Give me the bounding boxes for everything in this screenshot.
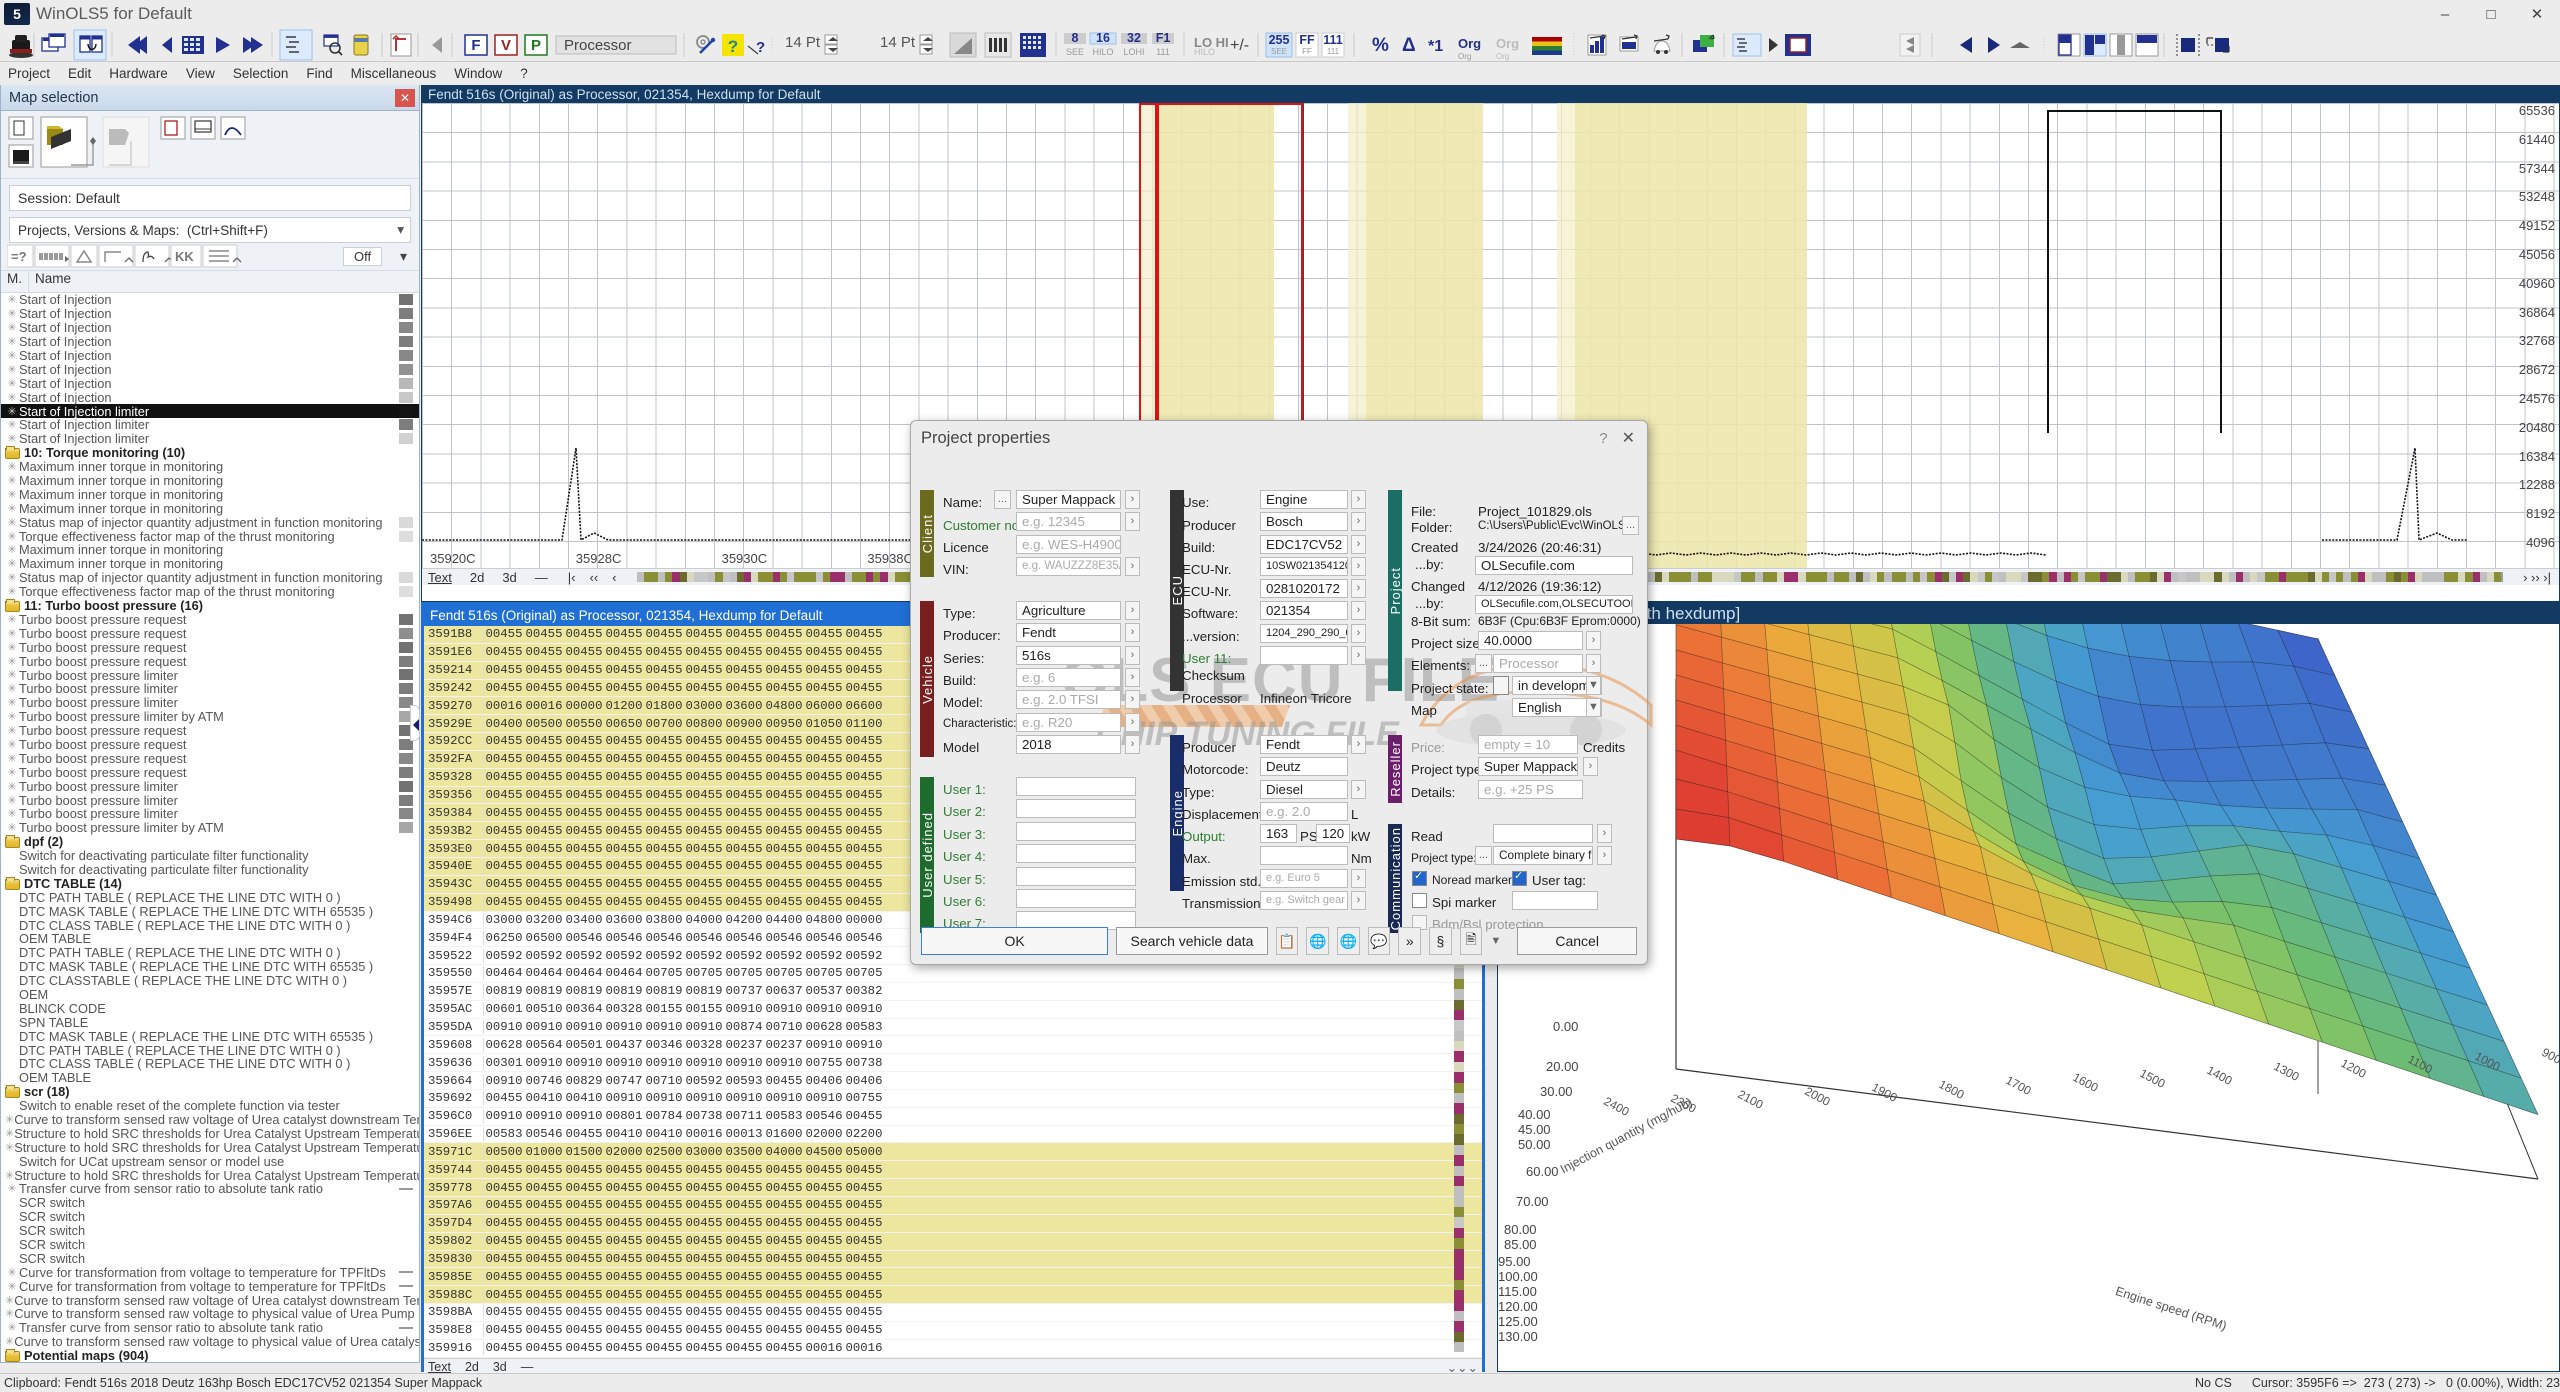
svg-text:+/-: +/-	[1230, 37, 1249, 54]
svg-text:FF: FF	[1299, 33, 1315, 47]
svg-text:Org: Org	[1458, 52, 1471, 61]
svg-text:8: 8	[1072, 31, 1079, 45]
svg-text:%: %	[1372, 35, 1389, 56]
svg-text:111: 111	[1323, 33, 1343, 47]
svg-text:16: 16	[1096, 31, 1110, 45]
svg-text:14 Pt: 14 Pt	[880, 34, 916, 51]
svg-text:LOHI: LOHI	[1123, 47, 1144, 57]
svg-text:Processor: Processor	[564, 37, 632, 54]
svg-text:HILO: HILO	[1092, 47, 1113, 57]
svg-text:V: V	[501, 37, 511, 54]
svg-text:FF: FF	[1302, 47, 1312, 56]
svg-text:111: 111	[1156, 47, 1170, 57]
svg-text:Δ: Δ	[1402, 35, 1416, 56]
svg-text:*1: *1	[1428, 38, 1443, 55]
svg-text:Org: Org	[1496, 36, 1519, 51]
svg-text:F: F	[471, 37, 480, 54]
svg-text:P: P	[531, 37, 541, 54]
svg-text:Org: Org	[1458, 36, 1481, 51]
svg-text:32: 32	[1127, 31, 1141, 45]
svg-text:HILO: HILO	[1194, 47, 1215, 57]
svg-text:14 Pt: 14 Pt	[785, 34, 821, 51]
svg-text:?: ?	[728, 37, 738, 56]
svg-text:255: 255	[1269, 33, 1290, 47]
svg-text:KK: KK	[175, 249, 194, 264]
svg-text:Org: Org	[1496, 52, 1509, 61]
svg-text:=?: =?	[11, 249, 27, 264]
svg-text:F1: F1	[1156, 31, 1171, 45]
svg-text:111: 111	[1327, 47, 1340, 56]
svg-text:SEE: SEE	[1066, 47, 1084, 57]
svg-text:SEE: SEE	[1271, 47, 1287, 56]
